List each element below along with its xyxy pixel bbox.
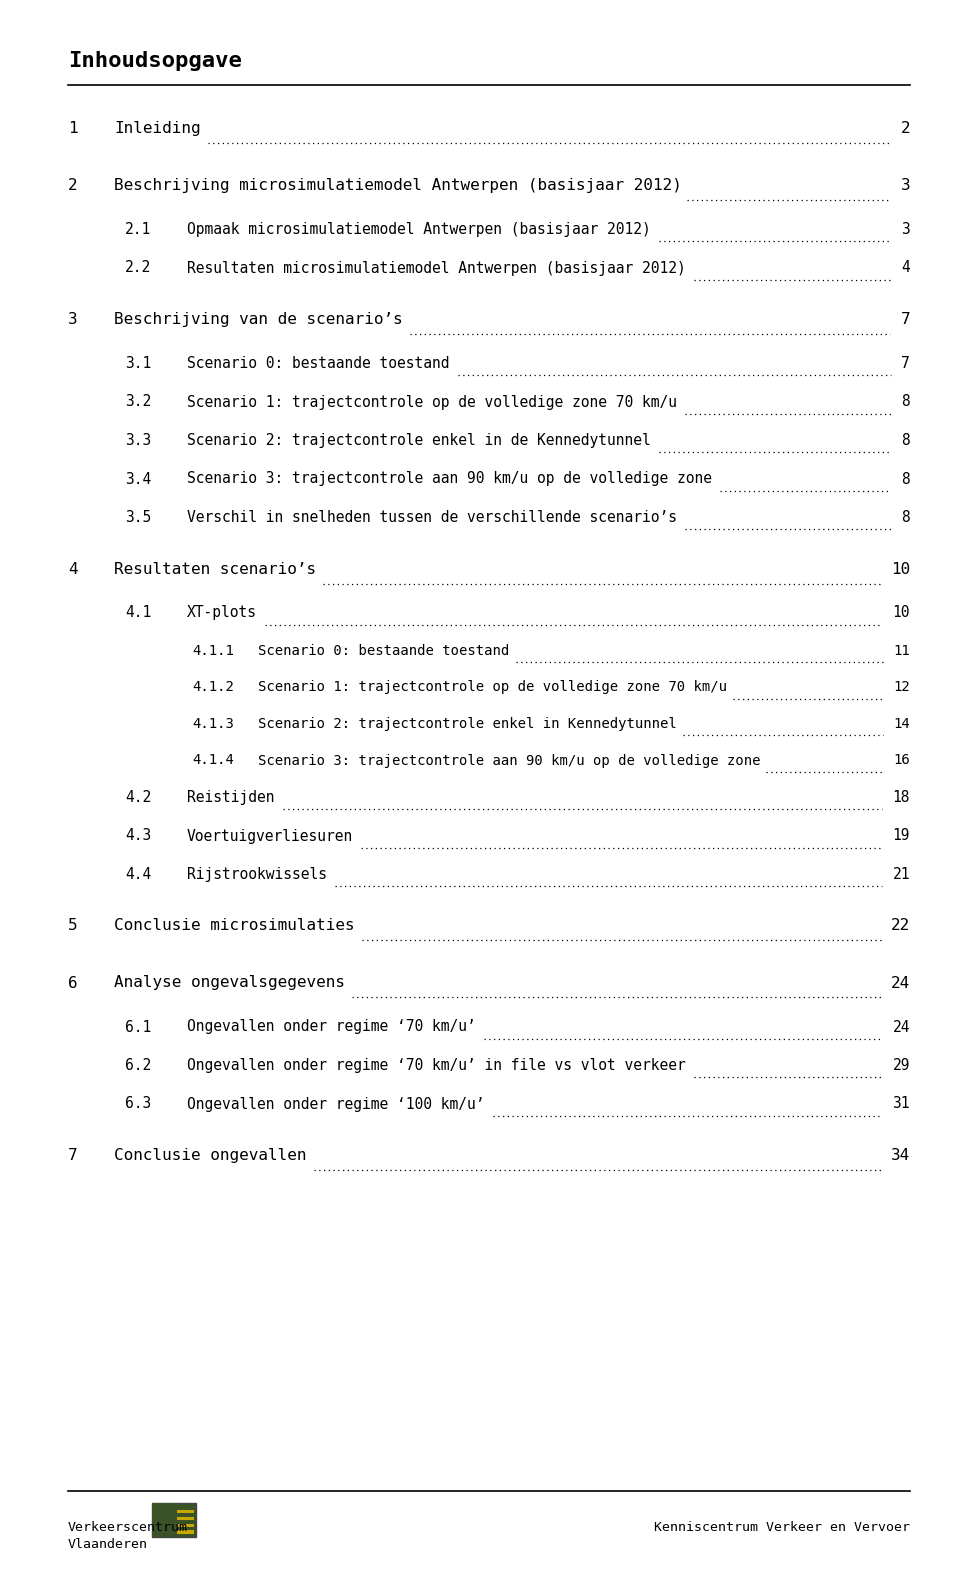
Text: 24: 24: [891, 975, 910, 991]
Text: Beschrijving van de scenario’s: Beschrijving van de scenario’s: [114, 311, 403, 327]
Text: 6.2: 6.2: [125, 1059, 152, 1073]
Text: 6.3: 6.3: [125, 1096, 152, 1112]
Text: Conclusie microsimulaties: Conclusie microsimulaties: [114, 919, 354, 933]
Text: 7: 7: [68, 1148, 78, 1162]
Bar: [152, 1502, 196, 1537]
Text: 3: 3: [900, 178, 910, 193]
Text: 19: 19: [893, 829, 910, 843]
Text: 4.1.2: 4.1.2: [192, 681, 234, 695]
Text: Ongevallen onder regime ‘70 km/u’ in file vs vlot verkeer: Ongevallen onder regime ‘70 km/u’ in fil…: [187, 1059, 685, 1073]
Text: 18: 18: [893, 790, 910, 805]
Text: 4: 4: [901, 261, 910, 275]
Text: 2: 2: [900, 121, 910, 135]
Text: Scenario 1: trajectcontrole op de volledige zone 70 km/u: Scenario 1: trajectcontrole op de volled…: [258, 681, 727, 695]
Text: Reistijden: Reistijden: [187, 790, 275, 805]
Text: 8: 8: [901, 395, 910, 409]
Text: 7: 7: [900, 311, 910, 327]
Text: Verschil in snelheden tussen de verschillende scenario’s: Verschil in snelheden tussen de verschil…: [187, 510, 677, 525]
Bar: [177, 1516, 194, 1520]
Text: Rijstrookwissels: Rijstrookwissels: [187, 867, 327, 882]
Text: 6.1: 6.1: [125, 1019, 152, 1035]
Text: 6: 6: [68, 975, 78, 991]
Text: 11: 11: [893, 643, 910, 658]
Text: 16: 16: [893, 753, 910, 768]
Text: Scenario 0: bestaande toestand: Scenario 0: bestaande toestand: [258, 643, 509, 658]
Text: XT-plots: XT-plots: [187, 606, 257, 620]
Text: 8: 8: [901, 510, 910, 525]
Text: Inhoudsopgave: Inhoudsopgave: [68, 50, 242, 71]
Text: Scenario 2: trajectcontrole enkel in Kennedytunnel: Scenario 2: trajectcontrole enkel in Ken…: [258, 717, 677, 731]
Text: Scenario 1: trajectcontrole op de volledige zone 70 km/u: Scenario 1: trajectcontrole op de volled…: [187, 395, 677, 409]
Bar: [177, 1531, 194, 1534]
Text: 3.4: 3.4: [125, 472, 152, 486]
Text: 24: 24: [893, 1019, 910, 1035]
Text: 4: 4: [68, 562, 78, 576]
Text: Resultaten scenario’s: Resultaten scenario’s: [114, 562, 316, 576]
Text: Opmaak microsimulatiemodel Antwerpen (basisjaar 2012): Opmaak microsimulatiemodel Antwerpen (ba…: [187, 222, 651, 238]
Text: 4.4: 4.4: [125, 867, 152, 882]
Text: Scenario 0: bestaande toestand: Scenario 0: bestaande toestand: [187, 355, 449, 371]
Bar: [152, 1502, 177, 1537]
Text: 29: 29: [893, 1059, 910, 1073]
Text: 7: 7: [901, 355, 910, 371]
Text: 8: 8: [901, 433, 910, 448]
Text: 3.1: 3.1: [125, 355, 152, 371]
Text: 4.1.3: 4.1.3: [192, 717, 234, 731]
Text: Analyse ongevalsgegevens: Analyse ongevalsgegevens: [114, 975, 345, 991]
Text: 3: 3: [68, 311, 78, 327]
Text: 4.1: 4.1: [125, 606, 152, 620]
Text: 21: 21: [893, 867, 910, 882]
Text: 3.5: 3.5: [125, 510, 152, 525]
Text: Beschrijving microsimulatiemodel Antwerpen (basisjaar 2012): Beschrijving microsimulatiemodel Antwerp…: [114, 178, 682, 193]
Text: Conclusie ongevallen: Conclusie ongevallen: [114, 1148, 306, 1162]
Text: Ongevallen onder regime ‘70 km/u’: Ongevallen onder regime ‘70 km/u’: [187, 1019, 476, 1035]
Text: 3.3: 3.3: [125, 433, 152, 448]
Text: 2: 2: [68, 178, 78, 193]
Text: 12: 12: [893, 681, 910, 695]
Text: 3: 3: [901, 222, 910, 238]
Text: Ongevallen onder regime ‘100 km/u’: Ongevallen onder regime ‘100 km/u’: [187, 1096, 485, 1112]
Bar: [177, 1510, 194, 1513]
Text: 34: 34: [891, 1148, 910, 1162]
Text: Scenario 3: trajectcontrole aan 90 km/u op de volledige zone: Scenario 3: trajectcontrole aan 90 km/u …: [258, 753, 760, 768]
Text: 3.2: 3.2: [125, 395, 152, 409]
Text: 22: 22: [891, 919, 910, 933]
Text: 4.3: 4.3: [125, 829, 152, 843]
Text: Kenniscentrum Verkeer en Vervoer: Kenniscentrum Verkeer en Vervoer: [654, 1521, 910, 1534]
Text: Resultaten microsimulatiemodel Antwerpen (basisjaar 2012): Resultaten microsimulatiemodel Antwerpen…: [187, 261, 685, 275]
Text: 4.2: 4.2: [125, 790, 152, 805]
Bar: [177, 1524, 194, 1527]
Text: 2.2: 2.2: [125, 261, 152, 275]
Text: 2.1: 2.1: [125, 222, 152, 238]
Text: 5: 5: [68, 919, 78, 933]
Text: Voertuigverliesuren: Voertuigverliesuren: [187, 829, 353, 843]
Text: 8: 8: [901, 472, 910, 486]
Text: Scenario 2: trajectcontrole enkel in de Kennedytunnel: Scenario 2: trajectcontrole enkel in de …: [187, 433, 651, 448]
Text: 4.1.4: 4.1.4: [192, 753, 234, 768]
Text: Verkeerscentrum
Vlaanderen: Verkeerscentrum Vlaanderen: [68, 1521, 188, 1551]
Text: 31: 31: [893, 1096, 910, 1112]
Text: 10: 10: [891, 562, 910, 576]
Text: 1: 1: [68, 121, 78, 135]
Text: 10: 10: [893, 606, 910, 620]
Text: 4.1.1: 4.1.1: [192, 643, 234, 658]
Text: 14: 14: [893, 717, 910, 731]
Text: Scenario 3: trajectcontrole aan 90 km/u op de volledige zone: Scenario 3: trajectcontrole aan 90 km/u …: [187, 472, 712, 486]
Text: Inleiding: Inleiding: [114, 121, 201, 135]
